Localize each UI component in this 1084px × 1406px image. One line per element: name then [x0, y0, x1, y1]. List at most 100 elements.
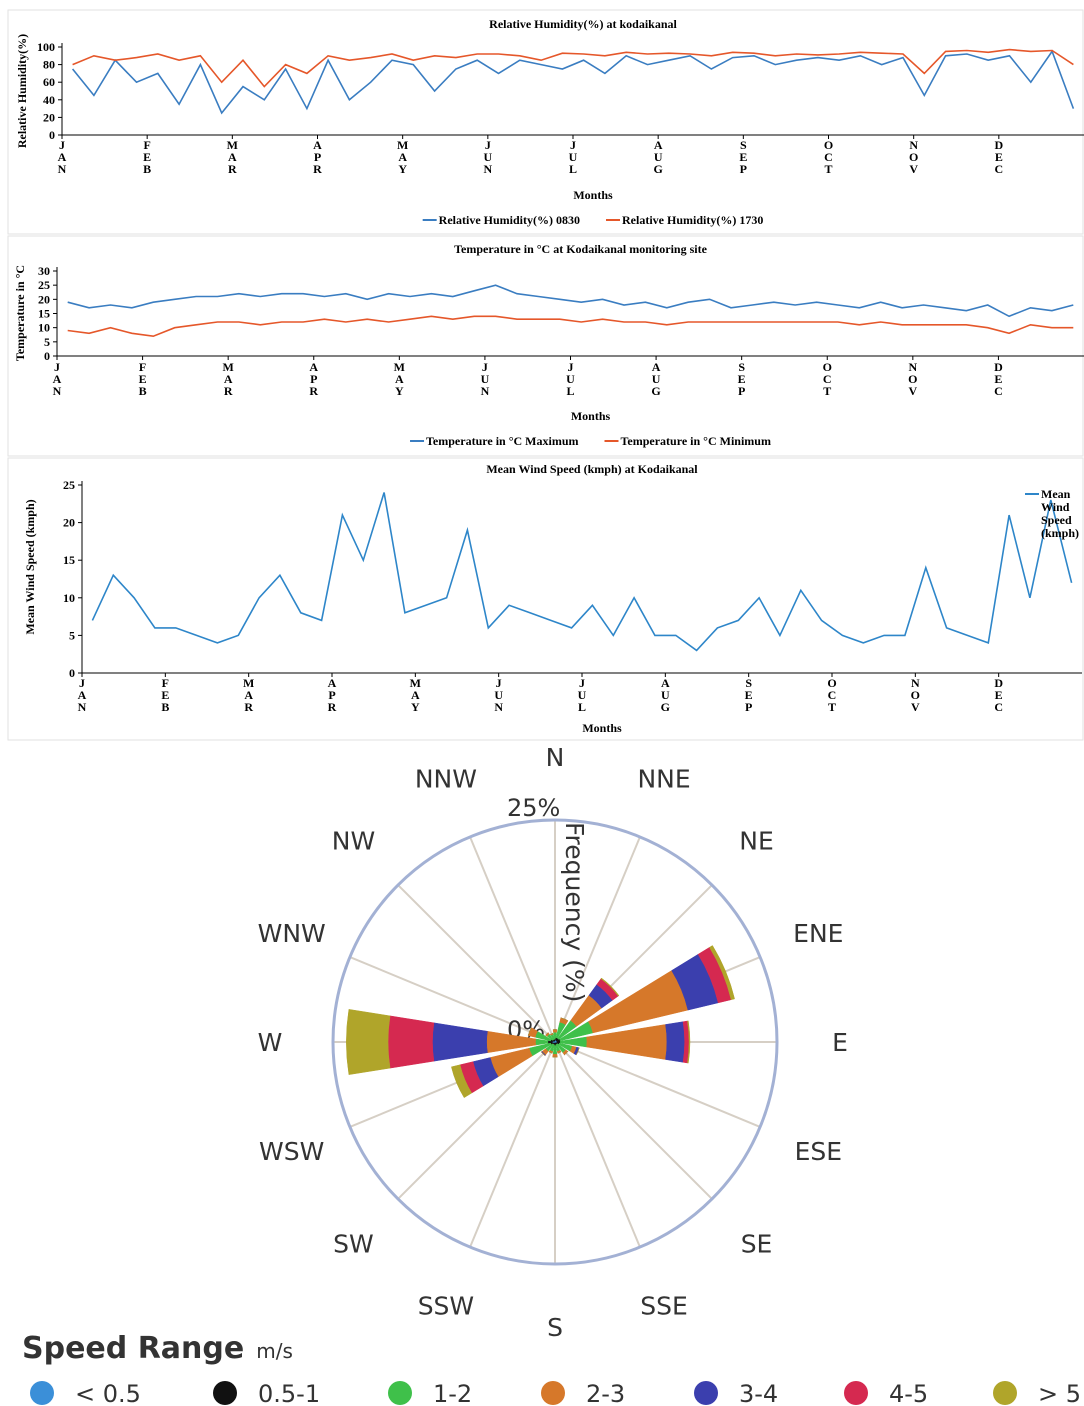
y-tick-label: 20: [38, 292, 50, 306]
legend-label: Mean Wind Speed (kmph): [1041, 487, 1079, 540]
legend-label: 0.5-1: [258, 1380, 320, 1406]
direction-label: SSE: [640, 1291, 688, 1320]
series-line: [72, 48, 1074, 88]
y-tick-label: 25: [38, 278, 50, 292]
spoke: [349, 956, 556, 1043]
rose-segment: [432, 1022, 488, 1062]
direction-label: SSW: [418, 1291, 474, 1320]
legend-label: Temperature in °C Maximum: [426, 434, 578, 448]
legend-swatch: [30, 1381, 54, 1405]
rose-segment: [600, 977, 620, 997]
spoke: [554, 1041, 641, 1248]
direction-label: NNE: [637, 765, 690, 794]
legend-unit: m/s: [256, 1339, 293, 1363]
direction-label: WNW: [258, 919, 326, 948]
y-tick-label: 80: [43, 58, 55, 72]
y-tick-label: 15: [38, 307, 50, 321]
rose-segment: [346, 1009, 391, 1075]
y-tick-label: 30: [38, 264, 50, 278]
legend-swatch: [541, 1381, 565, 1405]
legend-title: Speed Range: [22, 1331, 244, 1366]
spoke: [554, 836, 641, 1043]
panel-frame: [7, 9, 1084, 235]
legend-label: 1-2: [433, 1380, 472, 1406]
y-tick-label: 10: [63, 591, 75, 605]
series-line: [67, 315, 1074, 338]
spoke: [397, 884, 556, 1043]
legend: Relative Humidity(%) 0830 Relative Humidi…: [422, 213, 763, 227]
y-axis-label: Mean Wind Speed (kmph): [23, 499, 37, 634]
radial-axis-label: Frequency (%): [560, 822, 589, 1002]
legend-swatch: [388, 1381, 412, 1405]
wind-rose: N NNE NE ENE E ESE SE SSE S SSW SW WSW W WNW NW NNW Freq…: [22, 743, 1081, 1406]
rose-segment: [550, 1033, 553, 1035]
x-axis-label: Months: [582, 721, 622, 735]
legend-label: 4-5: [889, 1380, 928, 1406]
rose-segment: [489, 1047, 533, 1078]
y-tick-label: 20: [43, 110, 55, 124]
y-tick-label: 10: [38, 321, 50, 335]
y-tick-label: 20: [63, 516, 75, 530]
legend-label: 2-3: [586, 1380, 625, 1406]
direction-label: NNW: [415, 765, 477, 794]
x-axis-label: Months: [571, 409, 611, 423]
legend-label: Relative Humidity(%) 0830: [439, 213, 580, 227]
series-line: [67, 284, 1074, 318]
radial-tick-label: 25%: [507, 794, 560, 822]
legend-label: > 5: [1038, 1380, 1081, 1406]
legend-label: < 0.5: [75, 1380, 141, 1406]
y-tick-label: 0: [49, 128, 55, 142]
legend-label: 3-4: [739, 1380, 778, 1406]
line-chart: Mean Wind Speed (kmph) at Kodaikanal 0 5 10…: [23, 462, 1082, 735]
legend: Temperature in °C Maximum Temperature in …: [410, 434, 771, 448]
y-tick-label: 5: [44, 335, 50, 349]
rose-segment: [527, 1027, 532, 1036]
series-line: [71, 49, 1075, 115]
direction-label: N: [546, 743, 565, 772]
y-tick-label: 40: [43, 93, 55, 107]
spoke: [554, 1041, 761, 1128]
y-tick-label: 15: [63, 553, 75, 567]
legend-label: Temperature in °C Minimum: [621, 434, 771, 448]
direction-label: E: [832, 1028, 848, 1057]
rose-segment: [560, 1017, 569, 1022]
direction-label: W: [258, 1028, 283, 1057]
rose-segment: [552, 1029, 558, 1033]
spoke: [397, 1041, 556, 1200]
legend-swatch: [844, 1381, 868, 1405]
direction-label: ESE: [795, 1137, 842, 1166]
rose-segment: [541, 1051, 546, 1056]
rose-segment: [451, 1064, 473, 1099]
direction-label: NE: [739, 826, 774, 855]
direction-label: ENE: [793, 919, 843, 948]
y-tick-label: 0: [69, 666, 75, 680]
